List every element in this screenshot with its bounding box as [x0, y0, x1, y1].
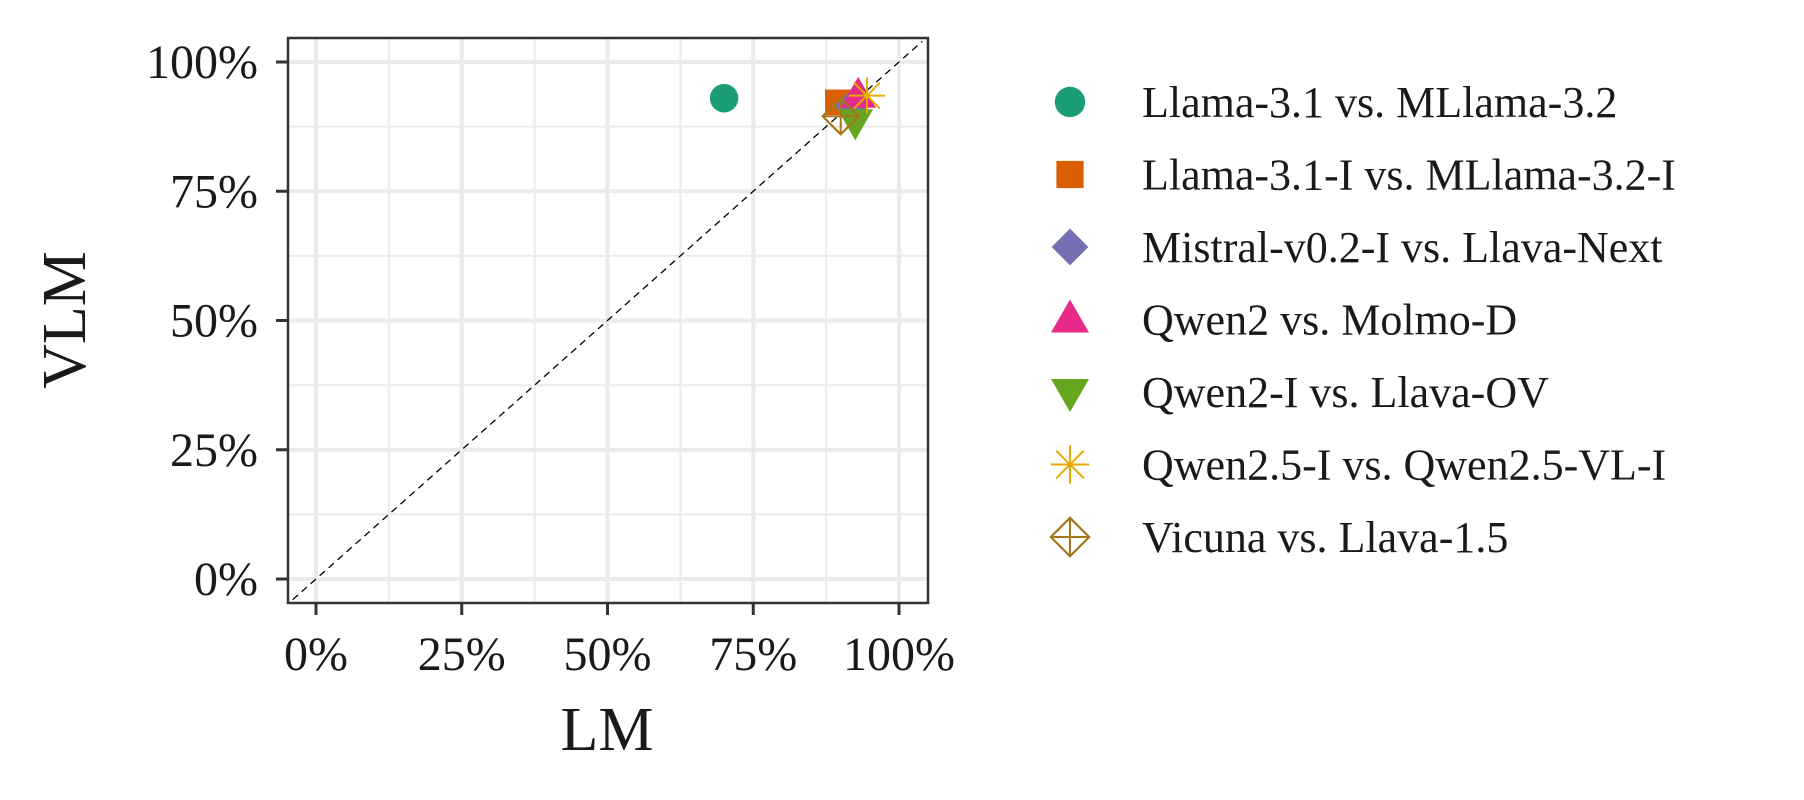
reference-line-group: [292, 40, 923, 601]
legend-item: Qwen2 vs. Molmo-D: [1051, 296, 1517, 345]
legend-item: Mistral-v0.2-I vs. Llava-Next: [1051, 223, 1663, 272]
legend-key-5: [1051, 379, 1089, 412]
data-point-6: [848, 77, 885, 114]
y-tick-label: 25%: [170, 424, 258, 477]
y-tick-label: 100%: [146, 36, 258, 89]
legend-item: Qwen2-I vs. Llava-OV: [1051, 368, 1549, 417]
legend-key-4: [1051, 299, 1089, 333]
data-points: [709, 76, 885, 141]
x-tick-label: 50%: [564, 628, 652, 681]
legend-key-3: [1051, 228, 1089, 266]
legend-key-2: [1056, 160, 1084, 189]
x-tick-label: 25%: [418, 628, 506, 681]
legend-label: Vicuna vs. Llava-1.5: [1142, 513, 1508, 562]
legend-label: Qwen2.5-I vs. Qwen2.5-VL-I: [1142, 441, 1666, 490]
y-tick-label: 50%: [170, 295, 258, 348]
legend-item: Vicuna vs. Llava-1.5: [1049, 513, 1508, 562]
legend-key-1: [1054, 86, 1086, 118]
legend-item: Llama-3.1 vs. MLlama-3.2: [1054, 78, 1617, 127]
axes: 0% 25% 50% 75% 100% 0% 25% 50% 75% 100%: [146, 36, 955, 681]
data-point-1: [709, 83, 739, 113]
y-tick-label: 75%: [170, 165, 258, 218]
data-point-7: [821, 96, 861, 136]
legend-label: Qwen2 vs. Molmo-D: [1142, 296, 1517, 345]
legend: Llama-3.1 vs. MLlama-3.2 Llama-3.1-I vs. …: [1049, 78, 1676, 562]
legend-label: Mistral-v0.2-I vs. Llava-Next: [1142, 223, 1663, 272]
x-tick-label: 0%: [284, 628, 348, 681]
x-axis-title: LM: [561, 696, 654, 764]
y-tick-label: 0%: [194, 553, 258, 606]
legend-item: Qwen2.5-I vs. Qwen2.5-VL-I: [1050, 441, 1666, 490]
x-tick-label: 100%: [843, 628, 955, 681]
legend-label: Qwen2-I vs. Llava-OV: [1142, 368, 1549, 417]
legend-label: Llama-3.1-I vs. MLlama-3.2-I: [1142, 151, 1676, 200]
legend-item: Llama-3.1-I vs. MLlama-3.2-I: [1056, 151, 1676, 200]
reference-line-y-equals-x: [292, 40, 923, 601]
x-tick-label: 75%: [709, 628, 797, 681]
legend-label: Llama-3.1 vs. MLlama-3.2: [1142, 78, 1617, 127]
legend-key-6: [1050, 445, 1090, 484]
legend-key-7: [1049, 516, 1091, 558]
y-axis-title: VLM: [31, 251, 99, 389]
